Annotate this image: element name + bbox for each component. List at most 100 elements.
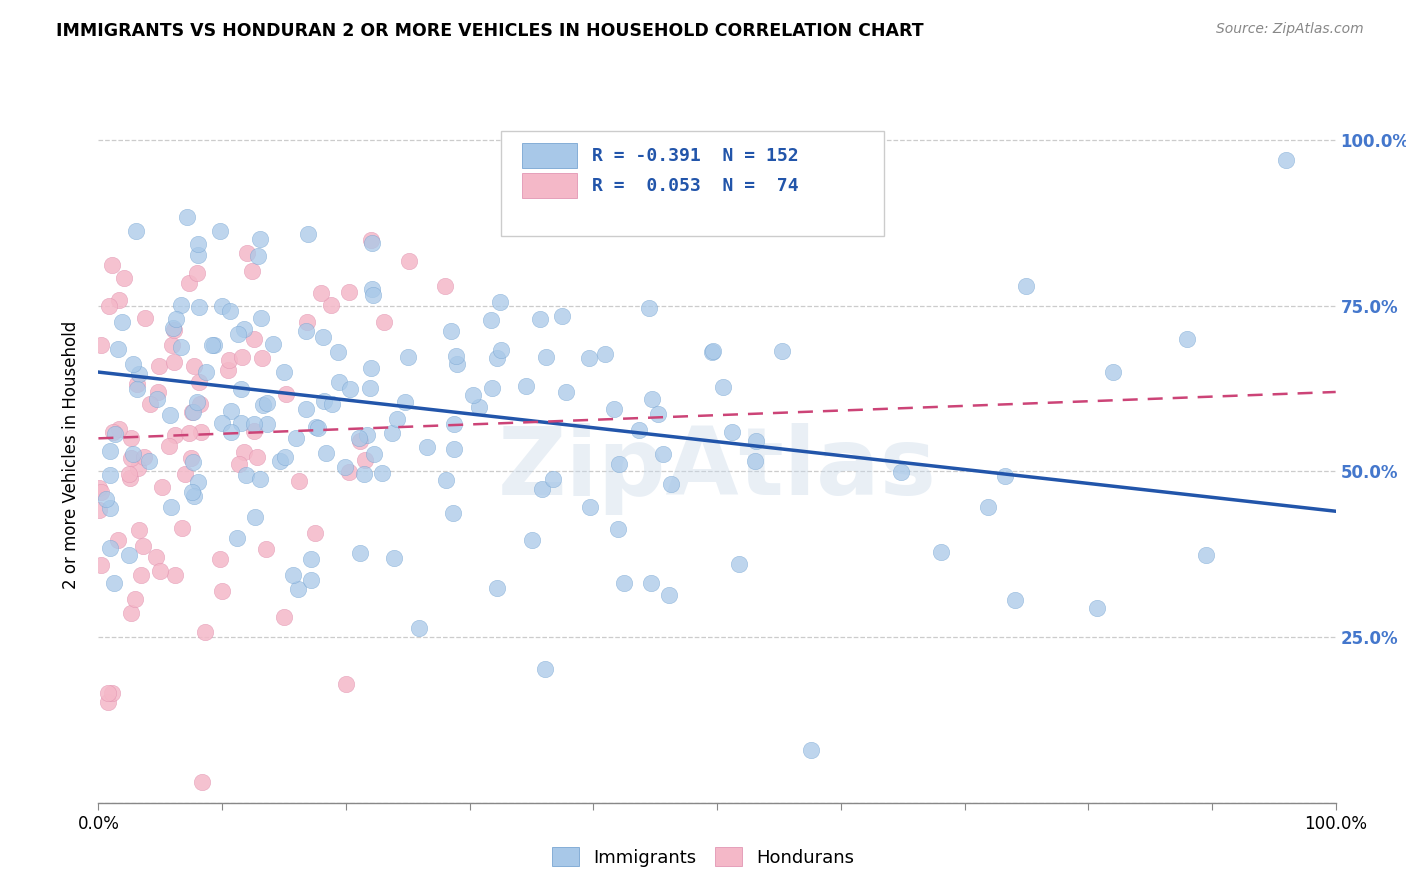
Point <box>647 408 669 422</box>
Point <box>361 281 384 295</box>
Point <box>360 361 382 376</box>
Point <box>219 404 242 418</box>
Point <box>183 455 205 469</box>
Point <box>297 227 319 241</box>
Point <box>252 398 274 412</box>
Point <box>219 304 242 318</box>
Point <box>98 299 121 313</box>
Point <box>534 662 557 676</box>
Point <box>148 359 170 373</box>
Point <box>226 326 249 341</box>
Point <box>554 384 576 399</box>
Point <box>363 288 385 302</box>
Point <box>256 396 278 410</box>
Point <box>486 582 509 596</box>
Point <box>247 249 270 263</box>
Point <box>363 447 385 461</box>
Point <box>249 232 271 246</box>
Point <box>127 460 149 475</box>
Point <box>339 382 361 396</box>
Point <box>578 500 600 514</box>
Point <box>353 467 375 482</box>
Point <box>120 451 142 466</box>
Point <box>359 381 381 395</box>
Point <box>90 484 112 499</box>
Point <box>180 450 202 465</box>
Point <box>186 266 208 280</box>
Point <box>101 258 124 272</box>
Point <box>1102 365 1125 379</box>
Point <box>187 236 209 251</box>
Text: ZipAtlas: ZipAtlas <box>498 423 936 515</box>
Point <box>188 300 211 314</box>
Point <box>702 343 724 358</box>
Point <box>721 425 744 440</box>
Point <box>194 624 217 639</box>
Point <box>246 450 269 464</box>
Point <box>440 324 463 338</box>
Point <box>606 522 628 536</box>
Point <box>186 395 208 409</box>
Point <box>534 350 557 364</box>
Point <box>181 484 204 499</box>
Point <box>711 380 734 394</box>
Point <box>103 576 125 591</box>
Point <box>98 444 121 458</box>
Point <box>129 567 152 582</box>
Bar <box>522 144 578 169</box>
Point <box>228 457 250 471</box>
Point <box>603 402 626 417</box>
Point <box>262 337 284 351</box>
Point <box>607 458 630 472</box>
Point <box>1275 153 1298 167</box>
Legend: Immigrants, Hondurans: Immigrants, Hondurans <box>544 840 862 874</box>
Point <box>162 321 184 335</box>
Point <box>157 439 180 453</box>
Point <box>163 355 186 369</box>
Point <box>187 247 209 261</box>
Point <box>481 381 503 395</box>
FancyBboxPatch shape <box>501 131 884 235</box>
Point <box>443 442 465 456</box>
Point <box>628 423 651 437</box>
Point <box>160 500 183 515</box>
Point <box>288 474 311 488</box>
Point <box>349 434 371 448</box>
Point <box>551 310 574 324</box>
Point <box>659 476 682 491</box>
Point <box>169 340 191 354</box>
Point <box>929 544 952 558</box>
Point <box>295 315 318 329</box>
Point <box>250 351 273 365</box>
Point <box>233 322 256 336</box>
Point <box>127 382 149 396</box>
Point <box>98 467 121 482</box>
Point <box>183 489 205 503</box>
Point <box>745 434 768 449</box>
Point <box>231 351 253 365</box>
Point <box>299 552 322 566</box>
Point <box>651 447 673 461</box>
Point <box>328 344 350 359</box>
Point <box>640 575 662 590</box>
Point <box>416 440 439 454</box>
Point <box>479 312 502 326</box>
Point <box>176 210 198 224</box>
Point <box>90 337 112 351</box>
Point <box>307 420 329 434</box>
Point <box>124 592 146 607</box>
Point <box>183 405 205 419</box>
Point <box>333 460 356 475</box>
Point <box>121 447 143 461</box>
Point <box>304 525 326 540</box>
Point <box>312 330 335 344</box>
Point <box>295 401 318 416</box>
Point <box>177 426 200 441</box>
Point <box>229 417 252 431</box>
Point <box>595 346 617 360</box>
Point <box>121 357 143 371</box>
Point <box>146 384 169 399</box>
Point <box>530 483 553 497</box>
Point <box>177 276 200 290</box>
Point <box>211 417 233 431</box>
